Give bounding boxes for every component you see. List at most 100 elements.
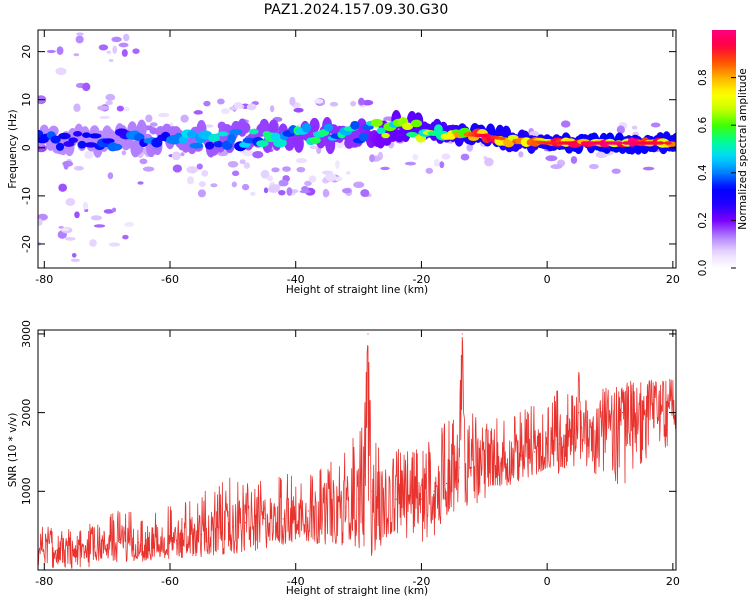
heatmap-cell xyxy=(406,131,418,138)
heatmap-cell xyxy=(198,181,206,188)
chart-title: PAZ1.2024.157.09.30.G30 xyxy=(263,2,449,18)
heatmap-cell xyxy=(323,123,334,132)
snr-point xyxy=(93,545,96,547)
heatmap-cell xyxy=(73,131,83,137)
heatmap-cell xyxy=(334,176,343,182)
heatmap-cell xyxy=(172,164,183,173)
heatmap-cell xyxy=(240,122,251,134)
heatmap-cell xyxy=(73,165,84,171)
heatmap-cell xyxy=(142,166,155,172)
heatmap-cell xyxy=(121,150,127,156)
snr-point xyxy=(367,333,369,335)
snr-point xyxy=(156,539,159,541)
snr-point xyxy=(326,508,328,510)
heatmap-cell xyxy=(132,48,140,54)
heatmap-cell xyxy=(329,101,339,107)
y-tick-label: 3000 xyxy=(20,320,33,348)
heatmap-cell xyxy=(404,161,417,166)
heatmap-cell xyxy=(631,125,638,130)
heatmap-cell xyxy=(239,141,251,148)
snr-point xyxy=(219,530,221,532)
heatmap-cell xyxy=(304,180,312,186)
heatmap-cell xyxy=(227,160,239,168)
heatmap-cell xyxy=(180,152,185,157)
snr-point xyxy=(364,474,366,477)
heatmap-cell xyxy=(106,50,112,54)
snr-point xyxy=(496,463,498,465)
x-tick-label: -20 xyxy=(412,575,430,588)
snr-point xyxy=(75,549,77,551)
heatmap-cell xyxy=(266,175,273,182)
heatmap-cell xyxy=(350,100,356,107)
snr-point xyxy=(596,427,599,429)
heatmap-cell xyxy=(263,187,269,194)
heatmap-cell xyxy=(358,133,369,142)
heatmap-cell xyxy=(84,142,98,148)
heatmap-cell xyxy=(171,151,181,161)
heatmap-cell xyxy=(231,170,240,177)
snr-point xyxy=(458,467,460,469)
heatmap-cell xyxy=(322,188,329,198)
heatmap-cell xyxy=(105,93,116,101)
heatmap-cell xyxy=(71,252,77,258)
heatmap-cell xyxy=(193,110,203,115)
heatmap-cell xyxy=(75,35,84,44)
heatmap-cell xyxy=(82,201,89,210)
heatmap-cell xyxy=(123,106,130,112)
x-tick-label: -40 xyxy=(287,575,305,588)
heatmap-cell xyxy=(595,141,604,145)
snr-point xyxy=(571,435,573,437)
snr-point xyxy=(408,494,410,496)
heatmap-cell xyxy=(68,137,78,143)
snr-point xyxy=(56,549,58,551)
y-axis-label: SNR (10 * v/v) xyxy=(7,413,19,488)
heatmap-layer xyxy=(38,32,676,263)
heatmap-cell xyxy=(286,187,293,196)
heatmap-cell xyxy=(107,172,114,180)
heatmap-cell xyxy=(345,171,351,175)
snr-point xyxy=(508,459,511,461)
x-tick-label: 0 xyxy=(544,575,551,588)
heatmap-cell xyxy=(335,160,340,169)
heatmap-cell xyxy=(299,189,311,194)
heatmap-cell xyxy=(227,133,236,144)
heatmap-cell xyxy=(324,173,337,182)
heatmap-cell xyxy=(105,100,113,105)
snr-point xyxy=(577,412,580,414)
y-tick-label: 0 xyxy=(20,144,33,151)
heatmap-cell xyxy=(550,141,559,145)
heatmap-cell xyxy=(149,127,158,135)
heatmap-cell xyxy=(189,142,204,149)
heatmap-cell xyxy=(93,224,106,228)
x-tick-label: -60 xyxy=(161,575,179,588)
heatmap-cell xyxy=(642,166,655,171)
snr-layer xyxy=(38,333,676,569)
heatmap-cell xyxy=(273,138,287,148)
heatmap-cell xyxy=(99,115,111,120)
heatmap-cell xyxy=(90,215,103,221)
heatmap-cell xyxy=(112,45,118,54)
heatmap-cell xyxy=(278,179,289,187)
snr-point xyxy=(345,506,347,508)
snr-point xyxy=(609,419,611,422)
colorbar-tick-label: 0.6 xyxy=(697,117,709,134)
heatmap-cell xyxy=(124,222,135,227)
heatmap-cell xyxy=(82,82,91,92)
heatmap-cell xyxy=(111,36,122,43)
heatmap-cell xyxy=(246,103,257,111)
snr-point xyxy=(383,502,385,504)
heatmap-cell xyxy=(289,96,296,106)
heatmap-cell xyxy=(342,187,352,194)
heatmap-cell xyxy=(268,119,279,135)
colorbar-tick-label: 0.2 xyxy=(697,212,709,229)
heatmap-cell xyxy=(97,105,110,111)
snr-point xyxy=(106,544,108,546)
heatmap-cell xyxy=(70,258,81,263)
heatmap-cell xyxy=(46,49,56,54)
heatmap-cell xyxy=(497,136,506,141)
heatmap-cell xyxy=(270,105,275,113)
snr-point xyxy=(521,455,523,457)
heatmap-cell xyxy=(308,175,317,183)
